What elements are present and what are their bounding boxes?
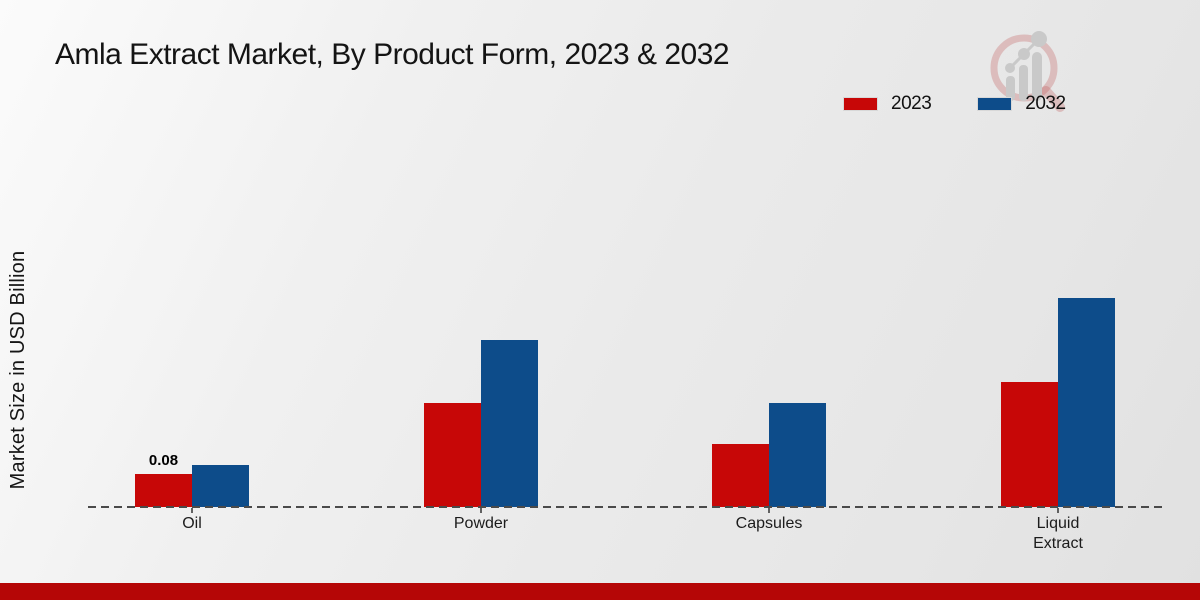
magnifier-handle-icon <box>1041 86 1065 112</box>
trend-dots-icon <box>1005 31 1047 73</box>
bar-value-label: 0.08 <box>148 452 179 469</box>
bar-2023-capsules <box>712 444 769 507</box>
legend: 2023 2032 <box>843 93 1066 115</box>
bar-2023-powder <box>424 403 481 507</box>
legend-swatch-2023 <box>843 97 878 111</box>
legend-swatch-2032 <box>977 97 1013 111</box>
footer-accent-bar <box>0 583 1200 600</box>
chart-title: Amla Extract Market, By Product Form, 20… <box>55 38 730 71</box>
trend-bars-icon <box>1006 52 1042 101</box>
x-axis-category-label: Powder <box>453 515 509 532</box>
bar-2023-liquid-extract <box>1001 382 1058 507</box>
legend-label-2023: 2023 <box>891 93 932 114</box>
legend-item-2023: 2023 <box>843 93 932 115</box>
legend-item-2032: 2032 <box>977 93 1066 115</box>
brand-watermark-logo <box>990 31 1065 112</box>
x-axis-category-label: Capsules <box>735 515 803 532</box>
bar-2023-oil <box>135 474 192 507</box>
x-axis-category-label: Oil <box>182 515 202 532</box>
bar-2032-liquid-extract <box>1058 298 1115 507</box>
bar-2032-oil <box>192 465 249 507</box>
x-axis-category-label: Liquid Extract <box>1033 515 1083 552</box>
legend-label-2032: 2032 <box>1025 93 1066 114</box>
bar-2032-powder <box>481 340 538 507</box>
bar-2032-capsules <box>769 403 826 507</box>
